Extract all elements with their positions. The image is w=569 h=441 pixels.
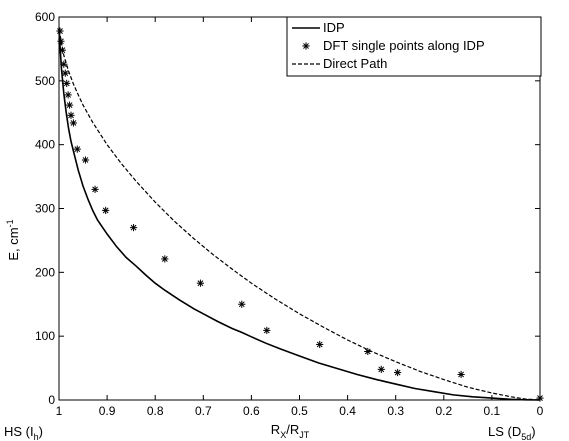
dft-point — [263, 326, 271, 335]
legend-swatch-dft — [302, 42, 310, 50]
dft-point — [73, 145, 81, 153]
dft-point — [64, 91, 72, 99]
x-tick-label: 0.7 — [195, 404, 212, 418]
x-tick-label: 0 — [537, 404, 544, 418]
x-tick-label: 0.4 — [339, 404, 356, 418]
legend-label-direct: Direct Path — [323, 56, 387, 71]
dft-point — [91, 185, 99, 193]
x-tick-label: 0.3 — [387, 404, 404, 418]
dft-point — [65, 101, 74, 109]
legend-label-dft: DFT single points along IDP — [323, 38, 485, 53]
legend-label-idp: IDP — [323, 20, 345, 35]
dft-point — [63, 79, 71, 87]
dft-point — [69, 119, 78, 127]
y-axis-label: E, cm-1 — [5, 219, 21, 260]
dft-point — [129, 224, 138, 232]
y-tick-label: 0 — [48, 393, 55, 407]
x-tick-label: 0.9 — [99, 404, 116, 418]
y-tick-label: 500 — [35, 74, 55, 88]
x-tick-label: 1 — [56, 404, 63, 418]
dft-point — [102, 206, 110, 215]
dft-point — [196, 279, 205, 287]
ls-end-label-sub: 5d — [521, 432, 531, 441]
dft-point — [61, 69, 69, 77]
x-tick-label: 0.1 — [484, 404, 501, 418]
legend-box — [286, 16, 542, 77]
ls-end-label-main: LS (D — [488, 424, 521, 439]
y-tick-label: 600 — [35, 10, 55, 24]
x-axis-label-sub2: JT — [299, 430, 310, 440]
dft-point — [57, 37, 65, 45]
dft-point — [394, 368, 402, 377]
x-axis-label: RX/RJT — [271, 422, 310, 440]
x-tick-label: 0.2 — [435, 404, 452, 418]
x-axis-label-sub1: X — [280, 430, 286, 440]
dft-point — [364, 347, 372, 356]
dft-point — [161, 255, 169, 263]
ls-end-label-close: ) — [531, 424, 535, 439]
y-axis-label-sup: -1 — [5, 219, 15, 227]
legend-star-marker — [302, 42, 310, 50]
x-axis-label-main: R — [271, 422, 280, 437]
hs-end-label-main: HS (I — [4, 424, 34, 439]
hs-end-label: HS (Ih) — [4, 424, 43, 441]
dft-point — [67, 111, 75, 119]
hs-end-label-close: ) — [39, 424, 43, 439]
dft-point — [377, 365, 385, 373]
direct-path-line — [58, 29, 541, 401]
ls-end-label: LS (D5d) — [488, 424, 536, 441]
hs-end-label-sub: h — [34, 432, 39, 441]
dft-point — [238, 300, 246, 308]
series-layer — [56, 27, 544, 402]
x-tick-label: 0.8 — [147, 404, 164, 418]
dft-point — [81, 156, 90, 164]
dft-point — [457, 370, 465, 379]
y-tick-label: 100 — [35, 329, 55, 343]
y-axis-label-main: E, cm — [6, 227, 21, 260]
y-tick-label: 200 — [35, 265, 55, 279]
idp-line — [58, 29, 541, 401]
x-axis-label-slash: /R — [286, 422, 299, 437]
x-tick-label: 0.5 — [291, 404, 308, 418]
x-tick-label: 0.6 — [243, 404, 260, 418]
legend: IDP DFT single points along IDP Direct P… — [286, 16, 542, 77]
dft-point — [316, 340, 324, 349]
y-tick-label: 400 — [35, 138, 55, 152]
y-tick-label: 300 — [35, 202, 55, 216]
